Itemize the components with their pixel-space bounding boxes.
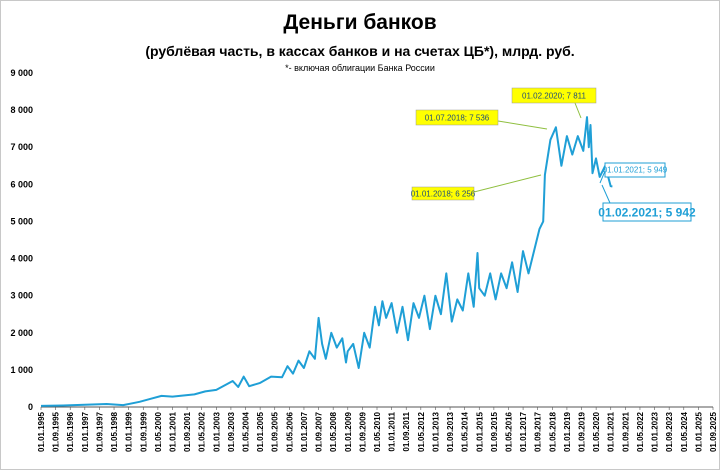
annotation-box	[415, 109, 499, 126]
x-tick-label: 01.05.2020	[592, 411, 601, 452]
x-tick-label: 01.05.2006	[285, 411, 294, 452]
x-tick-label: 01.09.1995	[52, 411, 61, 452]
x-tick-label: 01.05.2008	[329, 411, 338, 452]
x-tick-label: 01.05.2016	[504, 411, 513, 452]
x-tick-label: 01.01.2017	[519, 411, 528, 452]
x-tick-label: 01.01.2007	[300, 411, 309, 452]
annotation-box	[604, 162, 666, 178]
x-tick-label: 01.01.2023	[651, 411, 660, 452]
x-tick-label: 01.09.2005	[271, 411, 280, 452]
x-tick-label: 01.01.2001	[168, 411, 177, 452]
x-tick-label: 01.09.2003	[227, 411, 236, 452]
x-tick-label: 01.01.2009	[344, 411, 353, 452]
x-tick-label: 01.05.2022	[636, 411, 645, 452]
x-tick-label: 01.01.2021	[607, 411, 616, 452]
x-tick-label: 01.09.2023	[665, 411, 674, 452]
annotation-box	[602, 202, 692, 222]
y-tick-label: 2 000	[10, 328, 33, 338]
x-tick-label: 01.09.1997	[95, 411, 104, 452]
annotation-2021-02: 01.02.2021; 5 942	[598, 184, 696, 222]
x-tick-label: 01.09.2015	[490, 411, 499, 452]
chart-subtitle: (рублёвая часть, в кассах банков и на сч…	[145, 43, 574, 59]
y-tick-label: 3 000	[10, 291, 33, 301]
chart-title: Деньги банков	[283, 11, 436, 34]
x-tick-label: 01.05.2000	[154, 411, 163, 452]
x-tick-label: 01.05.1998	[110, 411, 119, 452]
annotation-label-large: 01.02.2021; 5 942	[598, 206, 696, 220]
annotation-leader	[599, 170, 606, 184]
x-tick-label: 01.01.2025	[694, 411, 703, 452]
annotation-2021-01: 01.01.2021; 5 949	[599, 162, 668, 184]
x-tick-label: 01.09.2007	[315, 411, 324, 452]
x-tick-label: 01.09.2021	[621, 411, 630, 452]
x-tick-label: 01.01.2005	[256, 411, 265, 452]
x-tick-label: 01.09.2013	[446, 411, 455, 452]
x-tick-label: 01.05.2002	[198, 411, 207, 452]
y-tick-label: 7 000	[10, 142, 33, 152]
x-tick-label: 01.09.2019	[578, 411, 587, 452]
annotation-box	[511, 87, 597, 104]
annotation-2018-07: 01.07.2018; 7 536	[415, 109, 548, 130]
annotation-label: 01.01.2021; 5 949	[603, 166, 668, 175]
y-tick-label: 0	[28, 402, 33, 412]
chart-footnote: *- включая облигации Банка России	[285, 63, 435, 73]
x-axis: 01.01.1995 01.09.1995 01.05.1996 01.01.1997…	[37, 406, 718, 452]
x-tick-label: 01.01.2013	[431, 411, 440, 452]
y-axis: 0 1 000 2 000 3 000 4 000 5 000 6 000 7 000 8 00…	[10, 68, 33, 412]
x-tick-label: 01.09.2011	[402, 411, 411, 451]
x-tick-label: 01.01.2019	[563, 411, 572, 452]
series-line	[40, 116, 613, 407]
annotation-leader	[469, 174, 542, 194]
x-tick-label: 01.05.2004	[242, 411, 251, 452]
annotation-label: 01.01.2018; 6 256	[411, 190, 476, 199]
annotation-label: 01.02.2020; 7 811	[522, 92, 586, 101]
annotation-leader	[601, 184, 611, 204]
annotation-leader	[574, 102, 582, 119]
series-layer	[40, 116, 613, 407]
x-tick-label: 01.05.2010	[373, 411, 382, 452]
x-tick-label: 01.01.2015	[475, 411, 484, 452]
annotation-2020-02: 01.02.2020; 7 811	[511, 87, 597, 119]
x-tick-label: 01.01.1995	[37, 411, 46, 452]
x-tick-label: 01.05.2012	[417, 411, 426, 452]
x-tick-label: 01.05.2024	[680, 411, 689, 452]
annotation-2018-01: 01.01.2018; 6 256	[411, 174, 542, 201]
x-tick-label: 01.05.1996	[66, 411, 75, 452]
y-tick-label: 8 000	[10, 105, 33, 115]
annotation-label: 01.07.2018; 7 536	[425, 114, 490, 123]
y-tick-label: 5 000	[10, 216, 33, 226]
x-tick-label: 01.09.1999	[139, 411, 148, 452]
x-tick-label: 01.09.2017	[534, 411, 543, 452]
x-tick-label: 01.01.2011	[388, 411, 397, 451]
x-tick-label: 01.09.2001	[183, 411, 192, 452]
x-tick-label: 01.01.2003	[212, 411, 221, 452]
y-tick-label: 1 000	[10, 365, 33, 375]
annotation-leader	[497, 120, 548, 130]
y-tick-label: 6 000	[10, 179, 33, 189]
x-tick-label: 01.09.2009	[358, 411, 367, 452]
x-tick-label: 01.09.2025	[709, 411, 718, 452]
x-tick-label: 01.05.2014	[461, 411, 470, 452]
y-tick-label: 4 000	[10, 254, 33, 264]
x-tick-label: 01.05.2018	[548, 411, 557, 452]
x-tick-label: 01.01.1999	[125, 411, 134, 452]
y-tick-label: 9 000	[10, 68, 33, 78]
x-tick-label: 01.01.1997	[81, 411, 90, 452]
annotation-box	[411, 186, 475, 201]
